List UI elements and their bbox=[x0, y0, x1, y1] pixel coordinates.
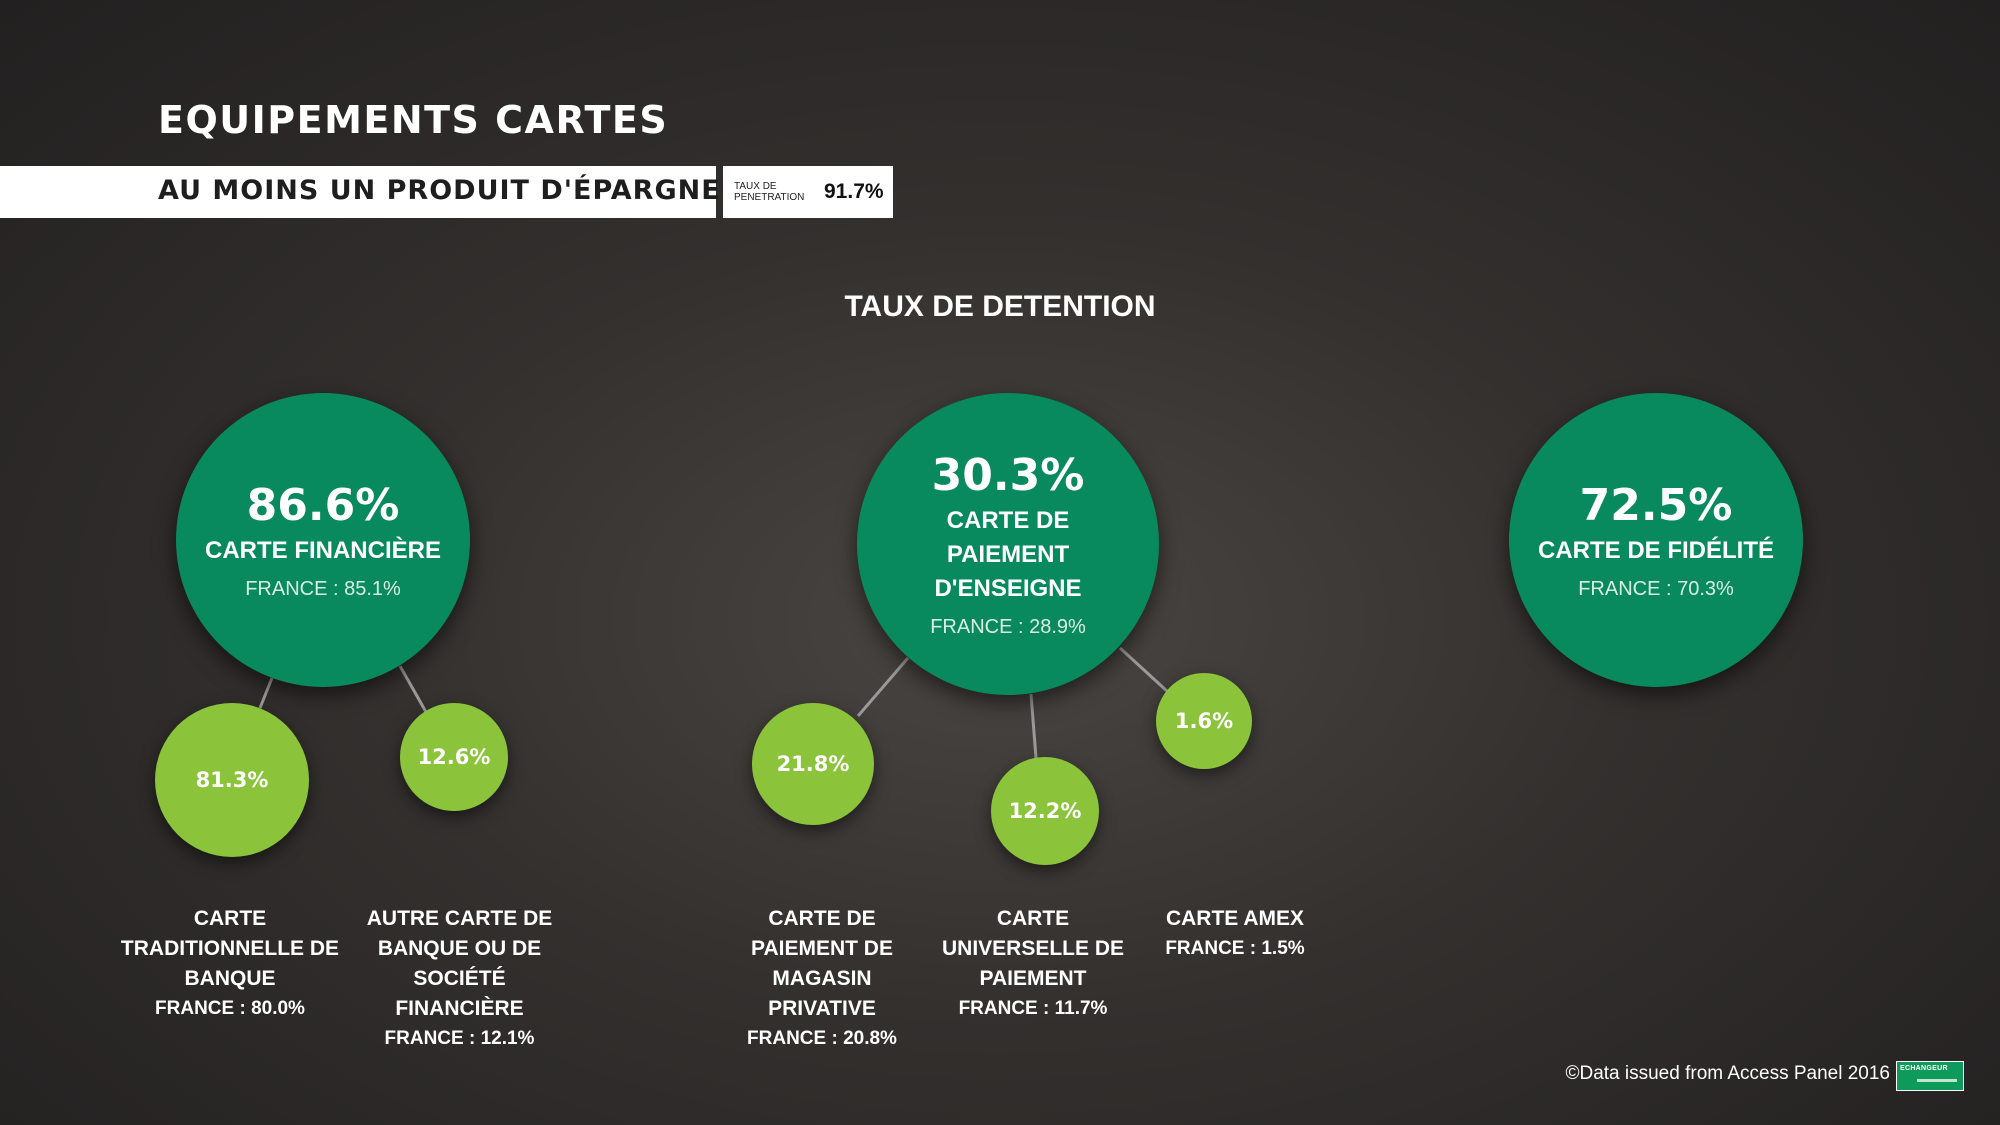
label-carte-traditionnelle: CARTE TRADITIONNELLE DE BANQUE FRANCE : … bbox=[120, 904, 340, 1024]
france-value: FRANCE : 11.7% bbox=[958, 998, 1108, 1019]
connector-line bbox=[1029, 693, 1038, 759]
france-value: FRANCE : 80.0% bbox=[155, 998, 305, 1019]
france-value: FRANCE : 12.1% bbox=[384, 1028, 535, 1049]
banner-text: AU MOINS UN PRODUIT D'ÉPARGNE bbox=[158, 175, 721, 206]
france-value: FRANCE : 1.5% bbox=[1165, 938, 1305, 959]
page-title: EQUIPEMENTS CARTES bbox=[158, 98, 669, 142]
bubble-value: 81.3% bbox=[195, 768, 269, 792]
bubble-carte-fidelite: 72.5% CARTE DE FIDÉLITÉ FRANCE : 70.3% bbox=[1509, 393, 1803, 687]
label-carte-universelle: CARTE UNIVERSELLE DE PAIEMENT FRANCE : 1… bbox=[928, 904, 1138, 1024]
bubble-autre-carte-banque: 12.6% bbox=[400, 703, 508, 811]
bubble-label: CARTE FINANCIÈRE bbox=[204, 536, 441, 564]
penetration-label: TAUX DE PENETRATION bbox=[734, 181, 805, 203]
france-value: FRANCE : 20.8% bbox=[747, 1028, 897, 1049]
connector-line bbox=[856, 657, 910, 717]
bubble-france-value: FRANCE : 28.9% bbox=[930, 615, 1086, 638]
bubble-carte-financiere: 86.6% CARTE FINANCIÈRE FRANCE : 85.1% bbox=[176, 393, 470, 687]
bubble-label: CARTE DE FIDÉLITÉ bbox=[1537, 536, 1774, 564]
copyright-text: ©Data issued from Access Panel 2016 bbox=[1565, 1063, 1890, 1084]
bubble-label: CARTE DE PAIEMENT D'ENSEIGNE bbox=[934, 506, 1082, 602]
bubble-value: 12.2% bbox=[1008, 799, 1082, 823]
bubble-carte-magasin-privative: 21.8% bbox=[752, 703, 874, 825]
banner: AU MOINS UN PRODUIT D'ÉPARGNE bbox=[0, 166, 720, 218]
connector-line bbox=[1118, 646, 1170, 694]
penetration-value: 91.7% bbox=[824, 180, 884, 203]
echangeur-logo: ECHANGEUR bbox=[1896, 1061, 1964, 1091]
label-autre-carte-banque: AUTRE CARTE DE BANQUE OU DE SOCIÉTÉ FINA… bbox=[352, 904, 567, 1054]
bubble-value: 72.5% bbox=[1579, 479, 1733, 531]
bubble-france-value: FRANCE : 85.1% bbox=[245, 577, 401, 600]
bubble-value: 21.8% bbox=[776, 752, 850, 776]
label-carte-amex: CARTE AMEX FRANCE : 1.5% bbox=[1150, 904, 1320, 964]
bubble-value: 1.6% bbox=[1174, 709, 1234, 733]
bubble-carte-amex: 1.6% bbox=[1156, 673, 1252, 769]
bubble-carte-paiement-enseigne: 30.3% CARTE DE PAIEMENT D'ENSEIGNE FRANC… bbox=[857, 393, 1159, 695]
connector-line bbox=[258, 677, 274, 709]
bubble-value: 30.3% bbox=[931, 449, 1085, 501]
chart-title: TAUX DE DETENTION bbox=[844, 290, 1156, 323]
penetration-box: TAUX DE PENETRATION 91.7% bbox=[723, 166, 893, 218]
logo-underline bbox=[1917, 1079, 1957, 1082]
bubble-france-value: FRANCE : 70.3% bbox=[1578, 577, 1734, 600]
connector-line bbox=[398, 665, 428, 713]
logo-text: ECHANGEUR bbox=[1900, 1065, 1948, 1072]
bubble-value: 12.6% bbox=[417, 745, 491, 769]
bubble-carte-universelle: 12.2% bbox=[991, 757, 1099, 865]
bubble-carte-traditionnelle: 81.3% bbox=[155, 703, 309, 857]
bubble-value: 86.6% bbox=[246, 479, 400, 531]
label-carte-magasin-privative: CARTE DE PAIEMENT DE MAGASIN PRIVATIVE F… bbox=[732, 904, 912, 1054]
